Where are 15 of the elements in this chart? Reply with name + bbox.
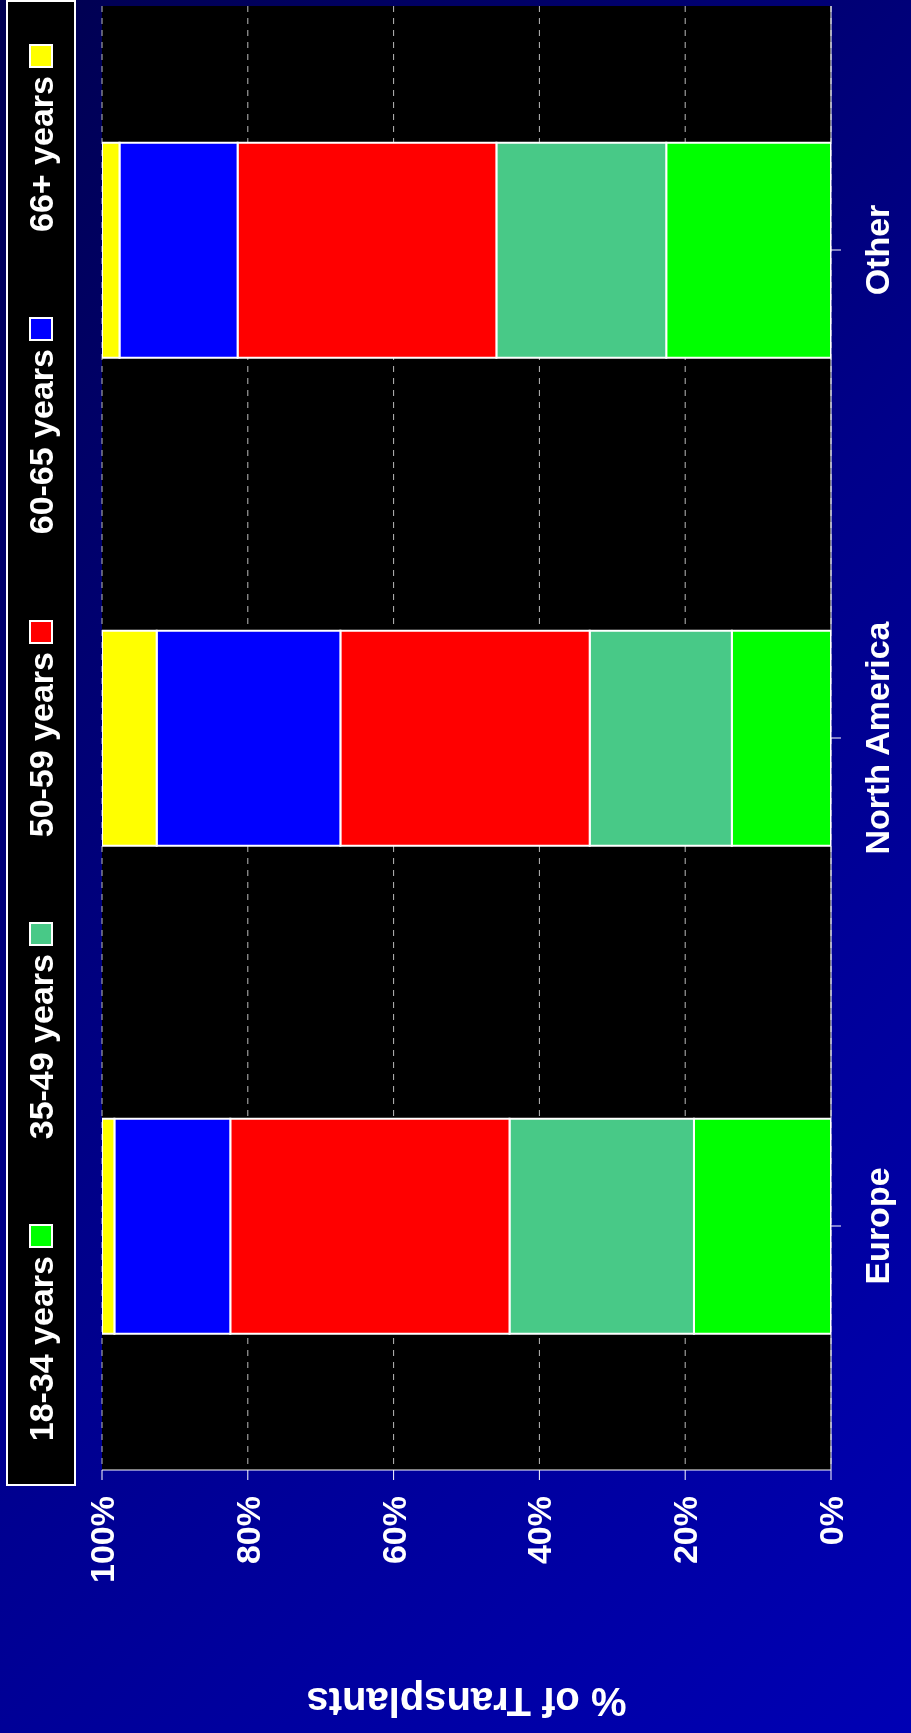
x-tick-label: 100% (83, 1496, 121, 1583)
x-tick-label: 80% (228, 1496, 267, 1565)
legend-label: 50-59 years (21, 651, 61, 837)
x-tick-label: 0% (812, 1496, 850, 1546)
legend-label: 18-34 years (21, 1256, 61, 1442)
x-tick-label: 60% (374, 1496, 413, 1565)
x-tick-label: 40% (520, 1496, 559, 1565)
x-axis-title: % of Transplants (306, 1680, 627, 1724)
y-tick-label: Europe (858, 1167, 896, 1285)
y-tick-label: Other (858, 204, 896, 296)
y-tick-label: North America (858, 620, 896, 855)
legend-label: 66+ years (21, 76, 61, 233)
legend-label: 35-49 years (21, 953, 61, 1140)
legend-label: 60-65 years (21, 349, 61, 535)
x-tick-label: 20% (666, 1496, 705, 1565)
